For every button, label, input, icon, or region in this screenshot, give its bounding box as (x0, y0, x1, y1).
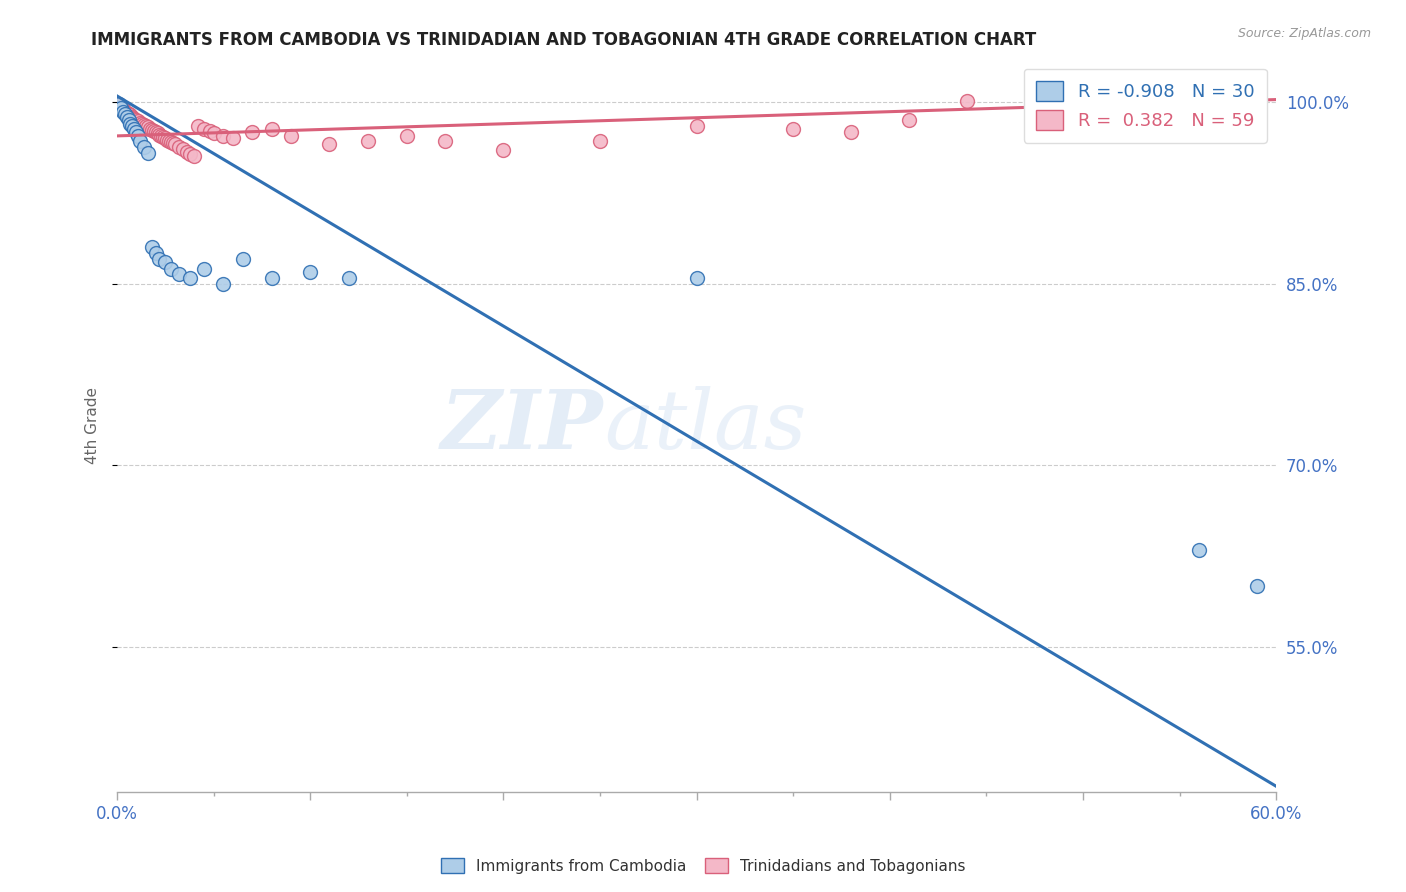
Point (782, 121, 804, 136)
Point (357, 134, 380, 148)
Point (127, 114, 149, 128)
Point (685, 119, 707, 133)
Point (139, 121, 162, 136)
Point (167, 267, 190, 281)
Point (898, 113, 921, 128)
Text: atlas: atlas (603, 386, 806, 466)
Legend: Immigrants from Cambodia, Trinidadians and Tobagonians: Immigrants from Cambodia, Trinidadians a… (434, 852, 972, 880)
Point (107, 97, 129, 112)
Point (111, 104, 134, 119)
Point (141, 240, 163, 254)
Point (492, 144, 515, 158)
Point (163, 137, 186, 152)
Point (160, 135, 183, 149)
Point (124, 112, 146, 126)
Point (157, 134, 180, 148)
Point (117, 113, 139, 128)
Point (136, 145, 159, 160)
Point (280, 128, 302, 143)
Point (183, 149, 205, 163)
Point (115, 110, 138, 124)
Point (956, 94, 979, 108)
Point (1188, 543, 1211, 558)
Point (155, 255, 177, 269)
Point (395, 128, 418, 143)
Point (160, 262, 183, 277)
Point (162, 136, 184, 150)
Point (152, 130, 174, 145)
Point (125, 125, 148, 139)
Point (839, 125, 862, 139)
Point (202, 127, 225, 141)
Point (132, 140, 155, 154)
Point (212, 277, 235, 291)
Point (142, 124, 165, 138)
Point (212, 128, 235, 143)
Point (132, 118, 155, 132)
Point (115, 106, 138, 120)
Point (179, 147, 201, 161)
Point (148, 128, 170, 142)
Point (108, 100, 131, 114)
Text: ZIP: ZIP (441, 386, 603, 466)
Point (198, 124, 221, 138)
Point (108, 97, 131, 112)
Point (172, 142, 194, 156)
Point (148, 252, 170, 267)
Point (155, 131, 177, 145)
Point (240, 125, 263, 139)
Point (114, 107, 136, 121)
Point (167, 140, 190, 154)
Point (260, 270, 283, 285)
Point (111, 102, 134, 116)
Point (114, 104, 136, 119)
Point (125, 113, 148, 128)
Point (156, 132, 179, 146)
Point (193, 121, 215, 136)
Point (129, 134, 152, 148)
Point (299, 264, 322, 278)
Point (121, 119, 143, 133)
Point (232, 252, 254, 267)
Point (124, 121, 146, 136)
Point (589, 134, 612, 148)
Point (179, 270, 201, 285)
Point (135, 119, 157, 133)
Point (187, 119, 209, 133)
Point (120, 117, 142, 131)
Point (121, 111, 143, 125)
Point (222, 131, 245, 145)
Text: Source: ZipAtlas.com: Source: ZipAtlas.com (1237, 27, 1371, 40)
Point (127, 128, 149, 143)
Point (131, 117, 153, 131)
Point (318, 137, 340, 152)
Point (176, 145, 198, 159)
Point (141, 123, 163, 137)
Point (108, 98, 131, 112)
Point (145, 246, 167, 260)
Point (150, 128, 173, 143)
Point (111, 103, 134, 118)
Point (120, 108, 142, 122)
Point (260, 121, 283, 136)
Point (685, 270, 707, 285)
Point (145, 125, 167, 139)
Point (110, 101, 132, 115)
Point (193, 262, 215, 277)
Point (434, 134, 457, 148)
Point (110, 101, 132, 115)
Legend: R = -0.908   N = 30, R =  0.382   N = 59: R = -0.908 N = 30, R = 0.382 N = 59 (1024, 69, 1267, 143)
Point (129, 115, 152, 129)
Point (337, 270, 360, 285)
Text: IMMIGRANTS FROM CAMBODIA VS TRINIDADIAN AND TOBAGONIAN 4TH GRADE CORRELATION CHA: IMMIGRANTS FROM CAMBODIA VS TRINIDADIAN … (91, 31, 1036, 49)
Point (1246, 579, 1268, 593)
Point (121, 110, 143, 124)
Point (146, 127, 169, 141)
Y-axis label: 4th Grade: 4th Grade (86, 387, 100, 465)
Point (117, 107, 139, 121)
Point (136, 120, 159, 135)
